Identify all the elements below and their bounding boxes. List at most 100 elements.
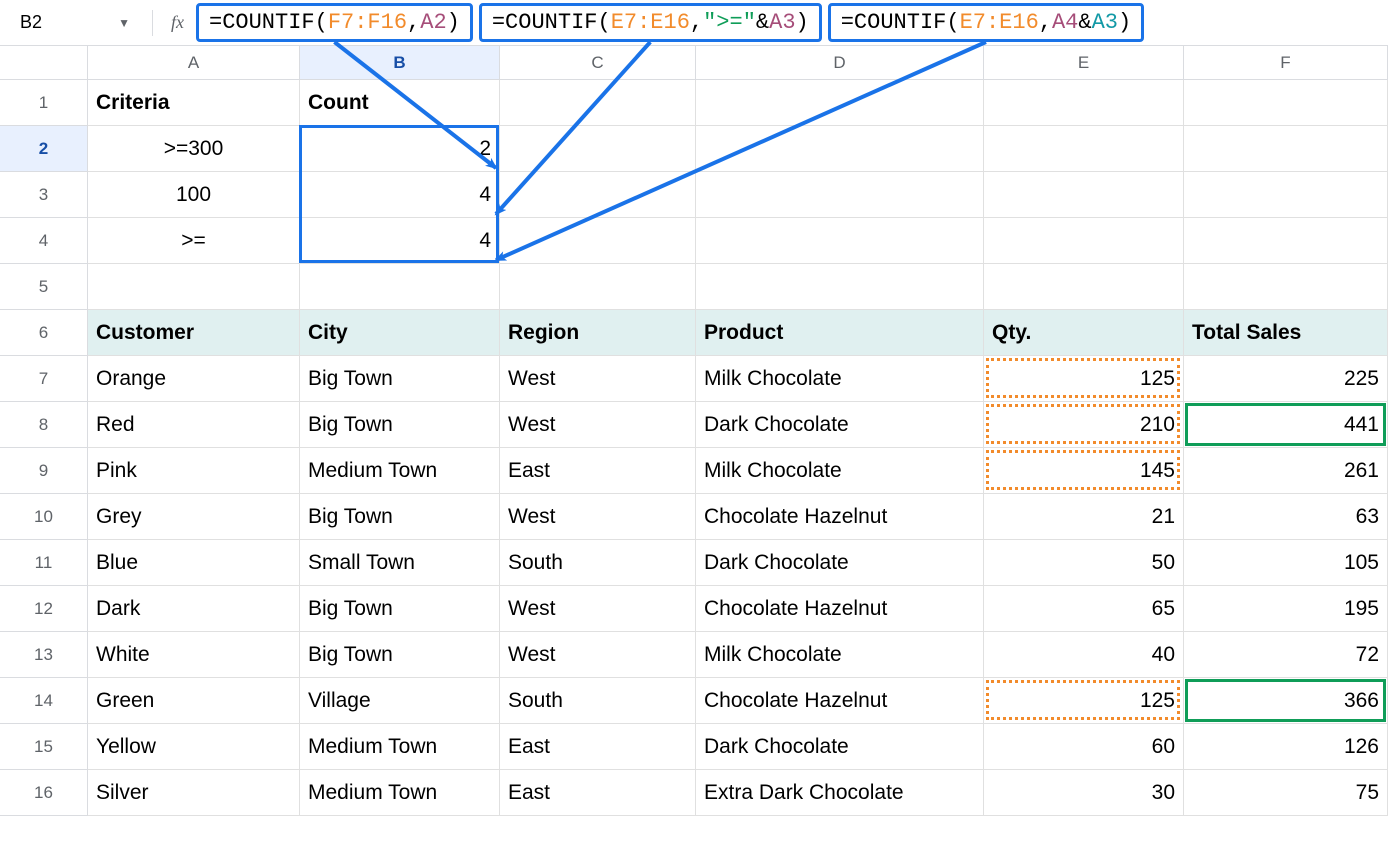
cell-E3[interactable] (984, 172, 1184, 218)
cell-C4[interactable] (500, 218, 696, 264)
row-header-9[interactable]: 9 (0, 448, 88, 494)
row-header-5[interactable]: 5 (0, 264, 88, 310)
cell-A4[interactable]: >= (88, 218, 300, 264)
cell-grid[interactable]: 1CriteriaCount2>=3002310044>=456Customer… (0, 80, 1388, 816)
cell-C8[interactable]: West (500, 402, 696, 448)
cell-E9[interactable]: 145 (984, 448, 1184, 494)
cell-A3[interactable]: 100 (88, 172, 300, 218)
cell-F2[interactable] (1184, 126, 1388, 172)
cell-C16[interactable]: East (500, 770, 696, 816)
cell-C15[interactable]: East (500, 724, 696, 770)
cell-D7[interactable]: Milk Chocolate (696, 356, 984, 402)
cell-D13[interactable]: Milk Chocolate (696, 632, 984, 678)
cell-B4[interactable]: 4 (300, 218, 500, 264)
cell-B12[interactable]: Big Town (300, 586, 500, 632)
cell-A10[interactable]: Grey (88, 494, 300, 540)
row-header-1[interactable]: 1 (0, 80, 88, 126)
row-header-15[interactable]: 15 (0, 724, 88, 770)
cell-D16[interactable]: Extra Dark Chocolate (696, 770, 984, 816)
cell-B16[interactable]: Medium Town (300, 770, 500, 816)
cell-A15[interactable]: Yellow (88, 724, 300, 770)
cell-C1[interactable] (500, 80, 696, 126)
column-header-F[interactable]: F (1184, 46, 1388, 80)
cell-B10[interactable]: Big Town (300, 494, 500, 540)
cell-D9[interactable]: Milk Chocolate (696, 448, 984, 494)
cell-A11[interactable]: Blue (88, 540, 300, 586)
cell-D2[interactable] (696, 126, 984, 172)
cell-D1[interactable] (696, 80, 984, 126)
cell-D15[interactable]: Dark Chocolate (696, 724, 984, 770)
cell-A12[interactable]: Dark (88, 586, 300, 632)
cell-B8[interactable]: Big Town (300, 402, 500, 448)
cell-F16[interactable]: 75 (1184, 770, 1388, 816)
cell-E13[interactable]: 40 (984, 632, 1184, 678)
cell-F9[interactable]: 261 (1184, 448, 1388, 494)
cell-B2[interactable]: 2 (300, 126, 500, 172)
cell-E5[interactable] (984, 264, 1184, 310)
row-header-8[interactable]: 8 (0, 402, 88, 448)
cell-D3[interactable] (696, 172, 984, 218)
cell-F12[interactable]: 195 (1184, 586, 1388, 632)
select-all-corner[interactable] (0, 46, 88, 80)
cell-E1[interactable] (984, 80, 1184, 126)
cell-E10[interactable]: 21 (984, 494, 1184, 540)
cell-B1[interactable]: Count (300, 80, 500, 126)
cell-B11[interactable]: Small Town (300, 540, 500, 586)
cell-E7[interactable]: 125 (984, 356, 1184, 402)
cell-A6[interactable]: Customer (88, 310, 300, 356)
cell-A5[interactable] (88, 264, 300, 310)
cell-B3[interactable]: 4 (300, 172, 500, 218)
cell-F7[interactable]: 225 (1184, 356, 1388, 402)
cell-E4[interactable] (984, 218, 1184, 264)
cell-E6[interactable]: Qty. (984, 310, 1184, 356)
cell-B15[interactable]: Medium Town (300, 724, 500, 770)
cell-B14[interactable]: Village (300, 678, 500, 724)
cell-A8[interactable]: Red (88, 402, 300, 448)
column-header-C[interactable]: C (500, 46, 696, 80)
cell-C11[interactable]: South (500, 540, 696, 586)
cell-F14[interactable]: 366 (1184, 678, 1388, 724)
row-header-12[interactable]: 12 (0, 586, 88, 632)
cell-A2[interactable]: >=300 (88, 126, 300, 172)
cell-E11[interactable]: 50 (984, 540, 1184, 586)
name-box-dropdown-icon[interactable]: ▼ (118, 16, 130, 30)
column-header-E[interactable]: E (984, 46, 1184, 80)
name-box[interactable]: B2 ▼ (10, 7, 140, 39)
cell-F3[interactable] (1184, 172, 1388, 218)
row-header-2[interactable]: 2 (0, 126, 88, 172)
cell-D5[interactable] (696, 264, 984, 310)
cell-E2[interactable] (984, 126, 1184, 172)
cell-C12[interactable]: West (500, 586, 696, 632)
cell-A14[interactable]: Green (88, 678, 300, 724)
cell-D11[interactable]: Dark Chocolate (696, 540, 984, 586)
cell-E15[interactable]: 60 (984, 724, 1184, 770)
cell-F4[interactable] (1184, 218, 1388, 264)
cell-D4[interactable] (696, 218, 984, 264)
column-header-A[interactable]: A (88, 46, 300, 80)
cell-A13[interactable]: White (88, 632, 300, 678)
cell-F13[interactable]: 72 (1184, 632, 1388, 678)
cell-F8[interactable]: 441 (1184, 402, 1388, 448)
cell-B6[interactable]: City (300, 310, 500, 356)
cell-A16[interactable]: Silver (88, 770, 300, 816)
row-header-14[interactable]: 14 (0, 678, 88, 724)
cell-A9[interactable]: Pink (88, 448, 300, 494)
cell-B5[interactable] (300, 264, 500, 310)
cell-F11[interactable]: 105 (1184, 540, 1388, 586)
row-header-4[interactable]: 4 (0, 218, 88, 264)
row-header-6[interactable]: 6 (0, 310, 88, 356)
cell-C7[interactable]: West (500, 356, 696, 402)
cell-D14[interactable]: Chocolate Hazelnut (696, 678, 984, 724)
cell-C10[interactable]: West (500, 494, 696, 540)
cell-A7[interactable]: Orange (88, 356, 300, 402)
cell-E14[interactable]: 125 (984, 678, 1184, 724)
cell-F6[interactable]: Total Sales (1184, 310, 1388, 356)
cell-B9[interactable]: Medium Town (300, 448, 500, 494)
row-header-16[interactable]: 16 (0, 770, 88, 816)
cell-D6[interactable]: Product (696, 310, 984, 356)
cell-C14[interactable]: South (500, 678, 696, 724)
cell-C2[interactable] (500, 126, 696, 172)
column-header-D[interactable]: D (696, 46, 984, 80)
row-header-7[interactable]: 7 (0, 356, 88, 402)
cell-C13[interactable]: West (500, 632, 696, 678)
